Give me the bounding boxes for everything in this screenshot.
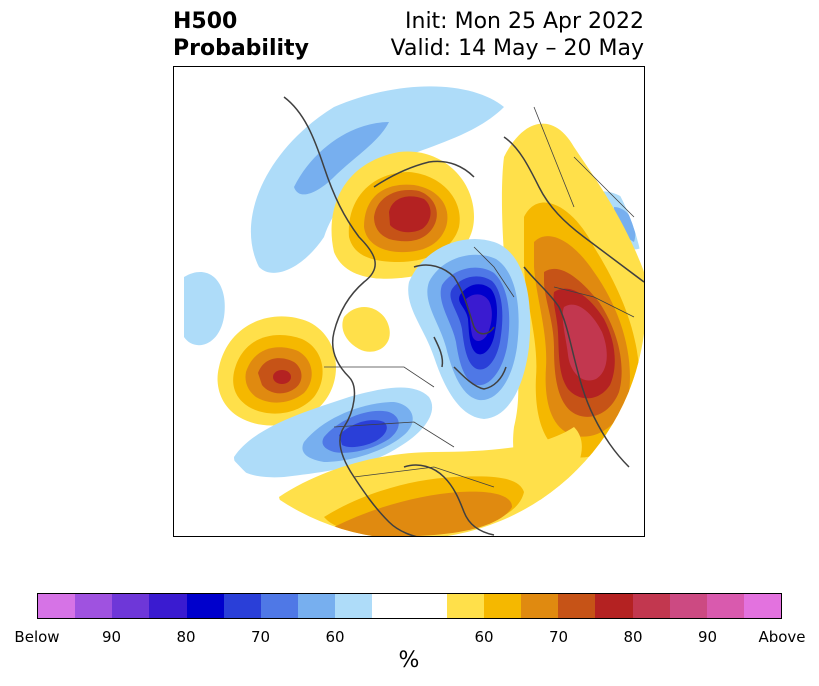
colorbar-swatch — [38, 594, 76, 618]
colorbar-tick-label: 80 — [623, 628, 643, 646]
colorbar — [37, 593, 782, 619]
above-contour-europe-ridge-6 — [562, 304, 607, 381]
colorbar-swatch — [446, 594, 484, 618]
above-contour-pacific-ridge-5 — [273, 370, 291, 384]
colorbar-swatch — [335, 594, 373, 618]
below-contour-pacific — [184, 271, 225, 346]
colorbar-tick-label: 90 — [697, 628, 718, 646]
coastlines — [283, 96, 644, 536]
valid-date-range: Valid: 14 May – 20 May — [390, 36, 644, 61]
country-borders — [324, 106, 635, 488]
colorbar-tick-label: 70 — [548, 628, 569, 646]
above-contour-arctic-ridge-5 — [389, 196, 431, 233]
above-contour-pole — [342, 306, 390, 352]
colorbar-tick-label: Below — [14, 628, 60, 646]
init-date: Init: Mon 25 Apr 2022 — [405, 9, 644, 34]
colorbar-swatch — [483, 594, 522, 618]
colorbar-swatch — [706, 594, 744, 618]
colorbar-swatch — [186, 594, 224, 618]
title-left: H500 Probability — [173, 8, 309, 62]
colorbar-swatch — [372, 594, 410, 618]
colorbar-units: % — [398, 648, 420, 673]
colorbar-tick-label: Above — [758, 628, 806, 646]
colorbar-tick-label: 60 — [474, 628, 494, 646]
colorbar-swatch — [75, 594, 113, 618]
colorbar-swatch — [149, 594, 187, 618]
colorbar-tick-label: 60 — [325, 628, 345, 646]
colorbar-tick-label: 90 — [101, 628, 122, 646]
below-contour-na-trough-4 — [339, 420, 387, 448]
map-frame — [173, 66, 645, 537]
colorbar-swatch — [223, 594, 261, 618]
above-contour-eastern-us-ridge-3 — [334, 491, 512, 536]
colorbar-swatch — [632, 594, 670, 618]
colorbar-swatch — [298, 594, 336, 618]
colorbar-tick-label: 80 — [176, 628, 196, 646]
below-contour-atlantic-trough-6 — [466, 294, 492, 341]
title-line-2: Probability — [173, 36, 309, 61]
probability-shading — [184, 86, 644, 536]
colorbar-swatch — [743, 594, 782, 618]
below-contour-alaska-inner — [294, 122, 389, 195]
colorbar-swatch — [409, 594, 447, 618]
colorbar-swatch — [112, 594, 150, 618]
colorbar-swatch — [558, 594, 596, 618]
title-right: Init: Mon 25 Apr 2022 Valid: 14 May – 20… — [391, 8, 644, 62]
colorbar-tick-label: 70 — [250, 628, 271, 646]
colorbar-swatch — [669, 594, 707, 618]
colorbar-swatch — [595, 594, 633, 618]
title-line-1: H500 — [173, 9, 238, 34]
h500-probability-map — [184, 86, 644, 536]
colorbar-swatch — [260, 594, 299, 618]
below-contour-alaska — [250, 86, 504, 273]
below-contour-siberia-inner — [614, 207, 636, 242]
colorbar-swatch — [521, 594, 559, 618]
